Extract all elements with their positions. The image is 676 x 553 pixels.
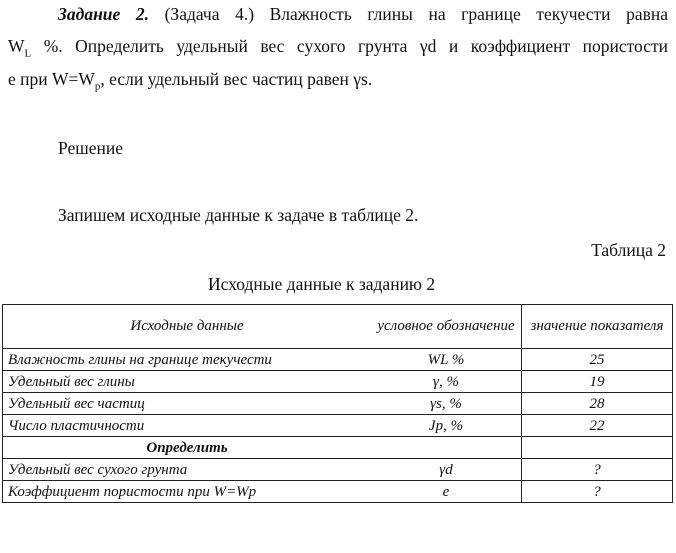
task-text-3a: е при W=W [8,69,95,89]
task-text-3b: , если удельный вес частиц равен γs. [100,69,373,89]
data-table: Исходные данные условное обозначение зна… [2,304,673,503]
cell: WL % [371,348,522,371]
cell: Коэффициент пористости при W=Wp [2,480,371,503]
cell: ? [521,480,673,503]
table-number: Таблица 2 [591,240,666,260]
cell: γd [371,458,522,481]
cell: 28 [521,392,673,415]
task-line-1: Задание 2. (Задача 4.) Влажность глины н… [58,4,668,25]
cell: Удельный вес сухого грунта [2,458,371,481]
header-cell: Исходные данные [2,304,371,349]
intro-text: Запишем исходные данные к задаче в табли… [58,205,419,225]
table-row: Удельный вес глины γ, % 19 [2,370,673,393]
wl-sub: L [24,47,32,60]
table-row: Коэффициент пористости при W=Wp e? [2,480,673,503]
table-row: Число пластичности Jp, % 22 [2,414,673,437]
cell: 22 [521,414,673,437]
task-text-2: %. Определить удельный вес сухого грунта… [31,36,668,56]
wp-sub: p [94,80,101,93]
cell: Влажность глины на границе текучести [2,348,371,371]
section-label: Определить [2,436,371,459]
cell: 19 [521,370,673,393]
cell [521,436,673,459]
cell: ? [521,458,673,481]
table-title: Исходные данные к заданию 2 [208,274,436,294]
wl: W [8,36,25,56]
header-cell: условное обозначение [371,304,522,349]
cell [371,436,522,459]
cell: Удельный вес частиц [2,392,371,415]
cell: Jp, % [371,414,522,437]
cell: e [371,480,522,503]
cell: 25 [521,348,673,371]
task-label: Задание 2. [58,4,150,24]
cell: γs, % [371,392,522,415]
cell: γ, % [371,370,522,393]
task-line-2: WL %. Определить удельный вес сухого гру… [8,36,668,60]
table-row: Удельный вес частиц γs, % 28 [2,392,673,415]
task-line-3: е при W=Wp, если удельный вес частиц рав… [8,69,372,93]
cell: Число пластичности [2,414,371,437]
section-row: Определить [2,436,673,459]
table-row: Влажность глины на границе текучести WL %… [2,348,673,371]
cell: Удельный вес глины [2,370,371,393]
table-header: Исходные данные условное обозначение зна… [2,304,673,349]
solution-heading: Решение [58,138,124,158]
header-cell: значение показателя [521,304,673,349]
table-row: Удельный вес сухого грунта γd? [2,458,673,481]
task-text: (Задача 4.) Влажность глины на границе т… [164,4,668,24]
